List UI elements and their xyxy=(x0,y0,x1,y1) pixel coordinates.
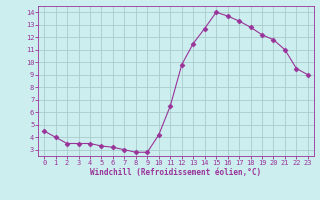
X-axis label: Windchill (Refroidissement éolien,°C): Windchill (Refroidissement éolien,°C) xyxy=(91,168,261,177)
